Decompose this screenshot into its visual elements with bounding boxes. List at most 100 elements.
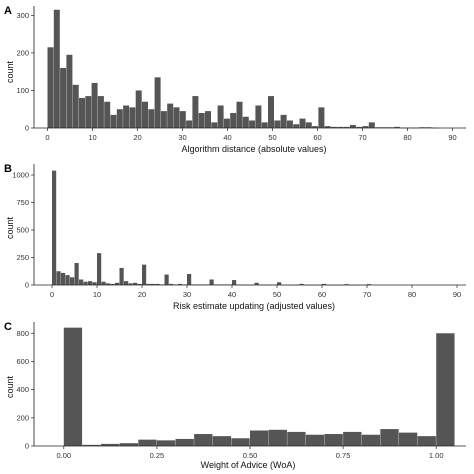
panel-a-letter: A (4, 5, 12, 17)
panel-b-bar (299, 283, 304, 285)
panel-a-x-tick-label: 40 (223, 133, 231, 142)
panel-a-bar (72, 84, 79, 128)
panel-b-bar (97, 253, 102, 285)
panel-b-y-tick-label: 250 (16, 253, 29, 262)
panel-a-y-tick-label: 0 (25, 124, 29, 133)
panel-a-bar (110, 114, 117, 128)
panel-a-bar (104, 101, 111, 128)
panel-c-bar (361, 434, 381, 446)
panel-b: B count Risk estimate updating (adjusted… (4, 163, 466, 311)
panel-a-bar (268, 96, 274, 128)
panel-a-x-tick-label: 70 (358, 133, 366, 142)
panel-b-x-tick-label: 0 (50, 290, 54, 299)
panel-b-x-tick-label: 10 (93, 290, 101, 299)
panel-a-bar (249, 120, 256, 128)
panel-c: C count Weight of Advice (WoA) 0.00 0.25 0… (4, 321, 466, 470)
panel-b-bar (254, 282, 259, 285)
panel-a-bar (211, 122, 218, 128)
panel-b-bar (146, 283, 151, 285)
panel-b-x-tick-label: 80 (408, 290, 416, 299)
panel-b-bar (88, 281, 93, 285)
panel-c-ticks: 0.00 0.25 0.50 0.75 1.00 0 200 400 600 800 (16, 329, 443, 460)
panel-b-bar (74, 263, 79, 285)
panel-c-bar (343, 431, 362, 446)
panel-b-bar (70, 277, 75, 285)
panel-a-bar (186, 120, 193, 128)
panel-a-bar (205, 111, 211, 128)
panel-c-bar (194, 434, 213, 446)
panel-a-bar (312, 126, 319, 128)
panel-b-x-tick-label: 40 (228, 290, 236, 299)
panel-a-bar (236, 101, 243, 128)
panel-a-bar (129, 107, 136, 128)
panel-a-bar (91, 82, 98, 128)
panel-b-bar (169, 283, 174, 285)
panel-c-y-tick-label: 600 (16, 357, 29, 366)
panel-b-ticks: 0 10 20 30 40 50 60 70 80 90 0 250 500 750 1000 (12, 171, 461, 300)
panel-a-bar (198, 112, 205, 128)
panel-a-bar (242, 116, 249, 128)
panel-b-bar (61, 272, 66, 285)
panel-a-bar (293, 124, 300, 128)
panel-a-bar (79, 97, 85, 128)
panel-b-xlabel: Risk estimate updating (adjusted values) (173, 301, 335, 311)
panel-a-x-tick-label: 90 (448, 133, 456, 142)
panel-b-bar (344, 284, 349, 285)
panel-a-ticks: 0 10 20 30 40 50 60 70 80 90 0 100 200 300 (16, 11, 456, 142)
panel-b-x-tick-label: 30 (183, 290, 191, 299)
panel-a-bar (331, 126, 337, 128)
panel-b-x-tick-label: 20 (138, 290, 146, 299)
panel-a-bar (305, 122, 312, 128)
panel-c-bar (324, 434, 343, 446)
panel-c-bar (287, 431, 306, 446)
panel-b-y-tick-label: 500 (16, 226, 29, 235)
panel-a-bar (286, 120, 293, 128)
panel-a-bar (154, 77, 161, 128)
panel-b-bar (115, 282, 120, 285)
panel-b-bar (119, 267, 124, 285)
panel-b-bar (277, 282, 282, 285)
panel-a-bar (318, 107, 325, 128)
panel-c-bar (268, 429, 287, 446)
panel-a-x-tick-label: 30 (178, 133, 186, 142)
panel-a-x-tick-label: 80 (403, 133, 411, 142)
panel-c-bar (380, 429, 399, 446)
panel-a-bar (53, 9, 60, 129)
panel-b-x-tick-label: 60 (318, 290, 326, 299)
panel-a-bar (135, 90, 142, 128)
panel-c-xlabel: Weight of Advice (WoA) (201, 460, 296, 470)
panel-a-bar (85, 96, 92, 128)
panel-a-bar (167, 103, 174, 128)
panel-c-y-tick-label: 400 (16, 385, 29, 394)
panel-b-bar (322, 283, 327, 285)
panel-c-bar (417, 436, 436, 446)
panel-c-bar (138, 439, 157, 446)
panel-a-bar (66, 54, 73, 128)
panel-c-x-tick-label: 1.00 (429, 451, 444, 460)
panel-b-bar (137, 283, 142, 285)
panel-b-bar (83, 281, 88, 285)
panel-c-y-tick-label: 200 (16, 413, 29, 422)
panel-a-xlabel: Algorithm distance (absolute values) (181, 144, 326, 154)
panel-c-x-tick-label: 0.75 (336, 451, 351, 460)
panel-b-x-tick-label: 70 (363, 290, 371, 299)
panel-a-x-tick-label: 0 (45, 133, 49, 142)
panel-c-bar (156, 440, 176, 446)
panel-a-bar (349, 124, 356, 128)
panel-c-bar (250, 430, 269, 446)
panel-a-bar (368, 122, 375, 128)
panel-b-x-tick-label: 90 (453, 290, 461, 299)
panel-a-ylabel: count (5, 60, 15, 83)
panel-c-x-tick-label: 0.25 (150, 451, 165, 460)
panel-b-bar (133, 282, 138, 285)
panel-a-x-tick-label: 50 (268, 133, 276, 142)
panel-a-bar (230, 112, 237, 128)
panel-b-bar (151, 283, 156, 285)
panel-a-x-tick-label: 20 (133, 133, 141, 142)
panel-b-y-tick-label: 750 (16, 198, 29, 207)
panel-a-bar (116, 109, 123, 128)
panel-a-bar (343, 126, 350, 128)
panel-b-bar (164, 274, 169, 285)
panel-a-bar (337, 126, 344, 128)
panel-a-bar (142, 101, 148, 128)
